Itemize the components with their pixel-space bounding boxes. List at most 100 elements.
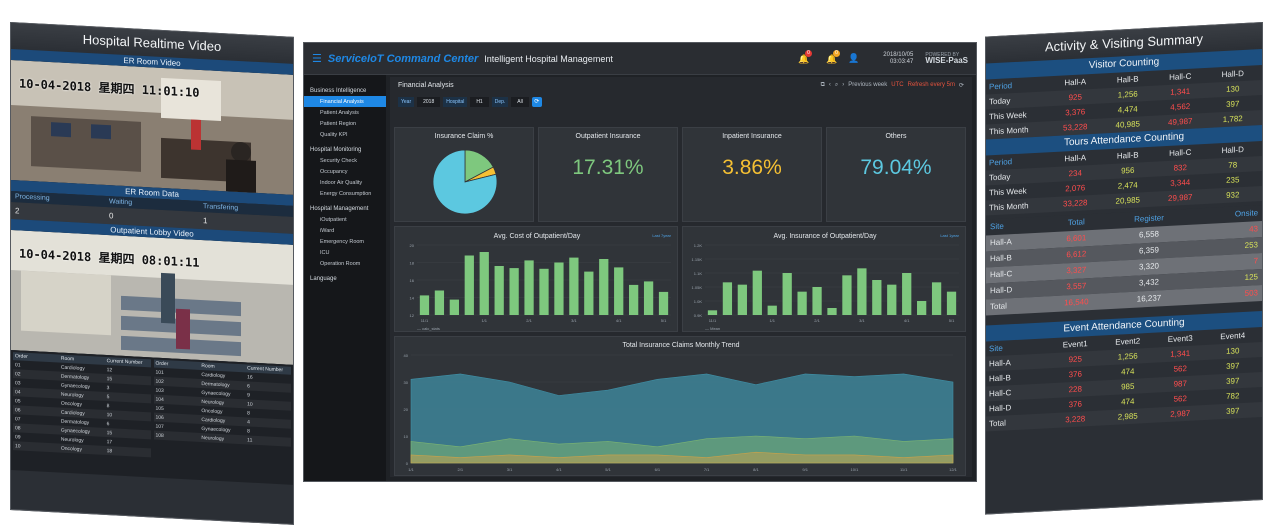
nav-item[interactable]: Indoor Air Quality <box>320 179 363 186</box>
warning-bell-icon[interactable]: 🔔 0 <box>826 49 841 64</box>
alarm-bell-icon[interactable]: 🔔 0 <box>798 49 813 64</box>
card-title: Inpatient Insurance <box>722 133 782 140</box>
bar[interactable] <box>857 268 867 315</box>
insurance-claim-pie <box>432 149 498 215</box>
bar[interactable] <box>554 262 564 316</box>
nav-item[interactable]: iOutpatient <box>320 216 347 223</box>
bar[interactable] <box>707 310 718 315</box>
share-icon[interactable]: ⧉ <box>820 81 825 88</box>
year-select[interactable]: 2018 <box>417 97 441 107</box>
x-tick-label: 5/1 <box>605 467 611 472</box>
nav-item[interactable]: Patient Region <box>320 120 357 127</box>
nav-item[interactable]: Operation Room <box>320 260 361 267</box>
refresh-interval[interactable]: Refresh every 5m <box>907 82 955 88</box>
row-value: 2,987 <box>1170 408 1191 419</box>
nav-group-group4[interactable]: Language <box>310 276 337 282</box>
hospital-select[interactable]: H1 <box>470 97 489 107</box>
bar[interactable] <box>419 295 430 315</box>
room-queue-table-2: Order Room Current Number 101 Cardiology 1… <box>153 359 291 483</box>
date: 2018/10/05 <box>883 51 914 58</box>
nav-group-group2[interactable]: Hospital Monitoring <box>310 147 362 153</box>
time-range-picker[interactable]: Previous week <box>848 82 888 88</box>
bar[interactable] <box>569 257 579 315</box>
bar[interactable] <box>464 255 474 316</box>
bar[interactable] <box>643 281 654 315</box>
er-room-video[interactable]: 10-04-2018 星期四 11:01:10 <box>11 60 293 195</box>
bar[interactable] <box>842 275 852 315</box>
nav-item[interactable]: Occupancy <box>320 168 348 175</box>
x-tick-label: 3/1 <box>571 318 577 323</box>
nav-group-group3[interactable]: Hospital Management <box>310 206 369 212</box>
x-tick-label: 2/1 <box>526 318 532 323</box>
x-tick-label: 3/1 <box>859 318 865 323</box>
pie-slice-2[interactable] <box>432 149 498 215</box>
bar[interactable] <box>752 270 762 315</box>
bar[interactable] <box>887 284 897 315</box>
bar[interactable] <box>524 260 534 315</box>
nav-item[interactable]: Emergency Room <box>320 238 365 245</box>
bar[interactable] <box>539 268 549 315</box>
bar[interactable] <box>509 268 519 315</box>
bar[interactable] <box>658 291 669 315</box>
zoom-icon[interactable]: ⌕ <box>834 81 839 88</box>
bar[interactable] <box>434 290 445 316</box>
bar[interactable] <box>599 259 609 315</box>
bar[interactable] <box>584 271 594 315</box>
refresh-button[interactable]: ⟳ <box>531 97 542 107</box>
nav-group-group1[interactable]: Business Intelligence <box>310 88 367 94</box>
bar[interactable] <box>449 299 459 315</box>
page-header: Financial Analysis ⧉ ‹ ⌕ › Previous week… <box>390 77 972 93</box>
x-tick-label: 9/1 <box>802 467 808 472</box>
hospital-label: Hospital <box>443 97 468 107</box>
x-tick-label: 11/1 <box>900 467 908 472</box>
inpatient-insurance-card: Inpatient Insurance 3.86% <box>682 127 822 222</box>
bar[interactable] <box>782 273 792 315</box>
bar[interactable] <box>767 305 777 315</box>
bar[interactable] <box>479 252 489 315</box>
avg-insurance-chart-card: Avg. Insurance of Outpatient/Day Last 1ye… <box>682 226 966 332</box>
bar[interactable] <box>827 308 837 315</box>
lobby-video[interactable]: 10-04-2018 星期四 08:01:11 <box>11 230 293 365</box>
bar[interactable] <box>931 282 942 315</box>
y-tick-label: 1.2K <box>694 243 703 248</box>
chart-title: Total Insurance Claims Monthly Trend <box>622 342 739 349</box>
nav-item[interactable]: Security Check <box>320 157 357 164</box>
dep-label: Dep. <box>491 97 509 107</box>
bar[interactable] <box>797 291 807 315</box>
bar[interactable] <box>614 267 624 315</box>
dep-select[interactable]: All <box>511 97 529 107</box>
bar[interactable] <box>722 282 733 315</box>
area-series-2[interactable] <box>410 451 954 464</box>
bar[interactable] <box>917 301 927 315</box>
nav-item[interactable]: Energy Consumption <box>320 190 372 197</box>
chevron-left-icon[interactable]: ‹ <box>828 82 831 88</box>
series-legend: — Mean <box>705 326 720 331</box>
x-tick-label: 5/1 <box>949 318 955 323</box>
event-counting-table: Site Event1 Event2 Event3 Event4 Hall-A 925 1,2… <box>986 327 1262 432</box>
bar[interactable] <box>902 273 912 315</box>
bar[interactable] <box>946 291 957 315</box>
x-tick-label: 6/1 <box>655 467 661 472</box>
menu-icon[interactable]: ☰ <box>312 53 322 65</box>
chevron-right-icon[interactable]: › <box>842 82 845 88</box>
others-value: 79.04% <box>860 156 932 179</box>
x-tick-label: 11/1 <box>421 318 429 323</box>
nav-item[interactable]: iWard <box>320 227 335 234</box>
command-center-screen: ☰ ServiceIoT Command Center Intelligent … <box>303 42 977 482</box>
y-tick-label: 20 <box>410 243 415 248</box>
app-subtitle: Intelligent Hospital Management <box>484 53 613 64</box>
nav-item[interactable]: Quality KPI <box>320 131 348 138</box>
bar[interactable] <box>494 266 504 315</box>
nav-item[interactable]: Patient Analysis <box>320 109 359 116</box>
x-tick-label: 7/1 <box>704 467 710 472</box>
bar[interactable] <box>872 280 882 315</box>
bar[interactable] <box>629 284 639 315</box>
nav-item[interactable]: ICU <box>320 249 330 256</box>
top-bar: ☰ ServiceIoT Command Center Intelligent … <box>304 43 976 75</box>
bar[interactable] <box>812 287 822 315</box>
powered-label: POWERED BY <box>925 52 960 58</box>
nav-item[interactable]: Financial Analysis <box>304 96 386 107</box>
refresh-icon[interactable]: ⟳ <box>958 82 964 89</box>
bar[interactable] <box>737 284 747 315</box>
user-icon[interactable]: 👤 <box>848 53 860 63</box>
